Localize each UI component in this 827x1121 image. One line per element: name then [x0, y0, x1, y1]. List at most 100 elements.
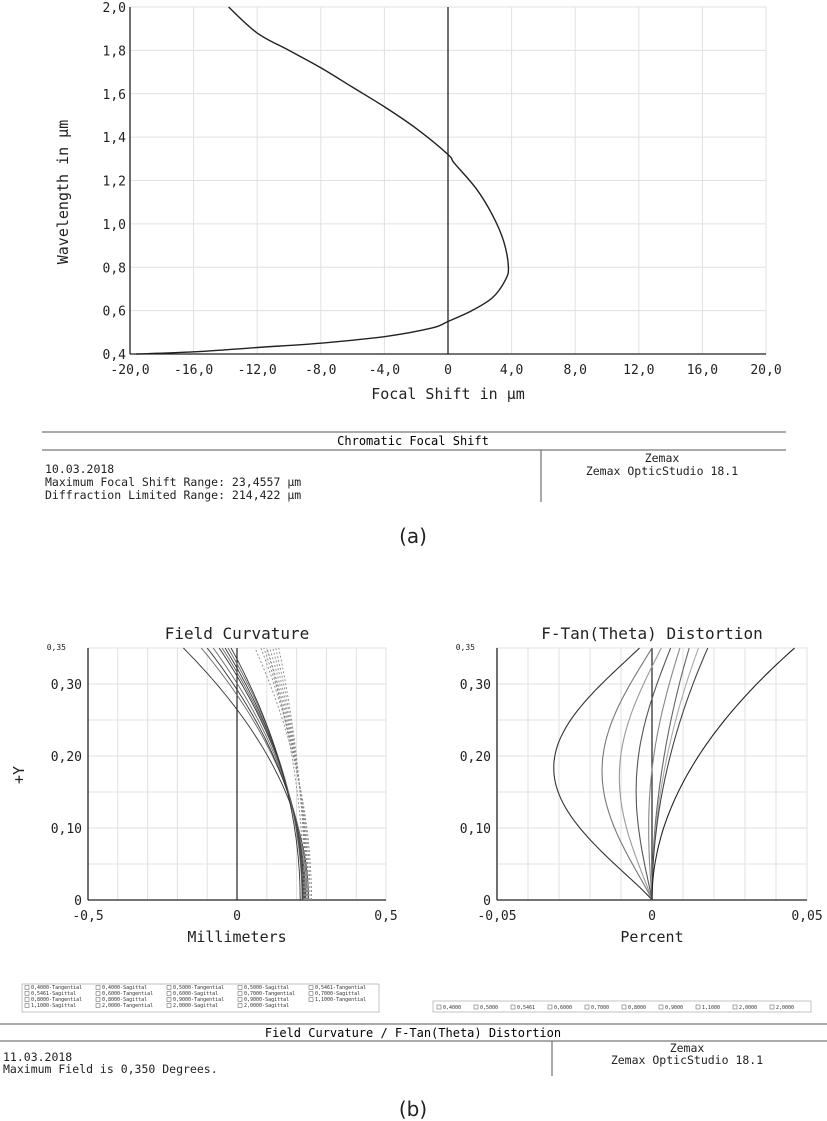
- fc-legend-swatch: [308, 991, 314, 996]
- info-b-header: Field Curvature / F-Tan(Theta) Distortio…: [265, 1026, 561, 1040]
- chart-b2-y-tick-label: 0,35: [456, 643, 475, 652]
- dist-legend-items: 0,4000 0,5000 0,5461 0,6000 0,7000 0,8000 0,90…: [436, 1004, 794, 1011]
- fc-legend-label: 2,0000-Sagittal: [244, 1003, 289, 1009]
- info-b-product: Zemax OpticStudio 18.1: [611, 1053, 763, 1067]
- dist-legend-swatch: [732, 1004, 738, 1010]
- chart-a-x-tick-label: -8,0: [305, 363, 336, 378]
- fc-legend-label: 2,0000-Tangential: [102, 1003, 153, 1009]
- chart-b2-y-tick-label: 0,10: [460, 822, 491, 837]
- chart-b2-x-tick-label: 0,05: [791, 909, 822, 924]
- dist-legend-swatch: [436, 1004, 442, 1010]
- dist-legend-swatch: [658, 1004, 664, 1010]
- dist-legend-swatch: [510, 1004, 516, 1010]
- info-a-line1: Maximum Focal Shift Range: 23,4557 µm: [45, 475, 301, 489]
- chart-b1-y-tick-label: 0: [74, 894, 82, 909]
- dist-legend-label: 0,5461: [517, 1005, 535, 1011]
- chart-a-y-tick-label: 1,6: [103, 88, 126, 103]
- fc-legend-swatch: [237, 997, 243, 1002]
- fc-legend-label: 0,6000-Sagittal: [173, 991, 218, 997]
- chart-b2-curve: [618, 647, 662, 901]
- chart-b1-x-tick-label: -0,5: [72, 909, 103, 924]
- fc-legend-label: 0,4000-Sagittal: [102, 985, 147, 991]
- chart-a-x-tick-label: -16,0: [174, 363, 213, 378]
- fc-legend-label: 0,9000-Sagittal: [244, 997, 289, 1003]
- chart-b1-y-tick-label: 0,20: [51, 750, 82, 765]
- dist-legend-label: 1,1000: [702, 1005, 720, 1011]
- chart-b2-x-tick-label: 0: [648, 909, 656, 924]
- fc-legend-swatch: [95, 997, 101, 1002]
- chart-a-series: [136, 6, 510, 355]
- chart-a-y-tick-label: 1,2: [103, 175, 126, 190]
- chart-b2-curve: [553, 647, 653, 901]
- chart-a-x-tick-label: 0: [444, 363, 452, 378]
- chart-a-y-tick-label: 1,0: [103, 218, 126, 233]
- chart-b1-curve: [260, 647, 311, 900]
- chart-b1-curve: [269, 647, 308, 900]
- chart-b2-curve: [635, 647, 672, 901]
- chart-b2-curve: [651, 647, 709, 900]
- chart-b1-y-axis-title: +Y: [10, 766, 28, 784]
- fc-legend-label: 1,1000-Tangential: [315, 997, 366, 1003]
- chart-b1-curve: [230, 647, 301, 901]
- chart-a-x-tick-label: 4,0: [500, 363, 523, 378]
- chart-b2-curve: [648, 647, 681, 901]
- chart-b1-x-axis-title: Millimeters: [187, 928, 286, 946]
- chart-a-y-tick-label: 1,4: [103, 131, 127, 146]
- chart-a-y-tick-label: 0,4: [103, 348, 127, 363]
- info-b-line1: Maximum Field is 0,350 Degrees.: [3, 1062, 218, 1076]
- dist-legend-label: 0,4000: [443, 1005, 461, 1011]
- fc-legend-swatch: [237, 985, 243, 990]
- chart-a-tick-labels: -20,0 -16,0 -12,0 -8,0 -4,0 0 4,0 8,0 12,0 16,0 20…: [103, 1, 782, 378]
- chart-b1-curve: [183, 647, 309, 901]
- info-a-company: Zemax: [645, 451, 680, 465]
- chart-b1-curve: [263, 647, 309, 900]
- fc-legend-label: 0,7000-Sagittal: [315, 991, 360, 997]
- fc-legend-label: 0,5461-Sagittal: [31, 991, 76, 997]
- chart-b2-curve: [651, 647, 690, 900]
- fc-legend-label: 0,8000-Tangential: [31, 997, 82, 1003]
- dist-legend-label: 0,7000: [591, 1005, 609, 1011]
- fc-legend-label: 0,9000-Tangential: [173, 997, 224, 1003]
- chart-a-x-tick-label: 20,0: [750, 363, 781, 378]
- chart-b2-curve: [651, 647, 795, 900]
- chart-a-focal-shift-line: [136, 6, 510, 355]
- fc-legend-swatch: [24, 991, 30, 996]
- chart-b2-y-tick-label: 0,20: [460, 750, 491, 765]
- fc-legend-items: 0,4000-Tangential 0,4000-Sagittal 0,5000-T…: [24, 985, 366, 1009]
- chart-b1-x-tick-label: 0,5: [374, 909, 397, 924]
- chart-b2-series: [553, 647, 795, 901]
- fc-legend-swatch: [308, 985, 314, 990]
- info-b-date: 11.03.2018: [3, 1050, 72, 1064]
- fc-legend-swatch: [95, 1003, 101, 1008]
- dist-legend-swatch: [584, 1004, 590, 1010]
- fc-legend-label: 2,0000-Sagittal: [173, 1003, 218, 1009]
- fc-legend-box: [21, 983, 380, 1013]
- chart-b2-x-tick-label: -0,05: [477, 909, 516, 924]
- chart-b2-x-axis-title: Percent: [620, 928, 683, 946]
- distortion-chart: F-Tan(Theta) Distortion -0,05 0 0,0500,100…: [456, 624, 823, 946]
- fc-legend-swatch: [237, 1003, 243, 1008]
- chart-b2-y-tick-label: 0,30: [460, 678, 491, 693]
- field-curvature-legend: 0,4000-Tangential 0,4000-Sagittal 0,5000-T…: [21, 983, 380, 1013]
- dist-legend-swatch: [621, 1004, 627, 1010]
- dist-legend-label: 2,0000: [739, 1005, 757, 1011]
- chart-a-x-tick-label: 16,0: [687, 363, 718, 378]
- dist-legend-label: 0,5000: [480, 1005, 498, 1011]
- fc-legend-label: 0,6000-Tangential: [102, 991, 153, 997]
- info-block-b: Field Curvature / F-Tan(Theta) Distortio…: [0, 1023, 827, 1076]
- chart-a-x-tick-label: -12,0: [238, 363, 277, 378]
- chart-b2-curve: [651, 647, 700, 900]
- fc-legend-swatch: [24, 1003, 30, 1008]
- dist-legend-swatch: [547, 1004, 553, 1010]
- chart-b1-curve: [266, 647, 305, 900]
- dist-legend-swatch: [695, 1004, 701, 1010]
- chart-a-x-tick-label: 12,0: [623, 363, 654, 378]
- fc-legend-swatch: [166, 997, 172, 1002]
- info-a-product: Zemax OpticStudio 18.1: [586, 464, 738, 478]
- chromatic-focal-shift-chart: -20,0 -16,0 -12,0 -8,0 -4,0 0 4,0 8,0 12,0 16,0 20…: [42, 1, 786, 548]
- chart-b1-y-tick-label: 0,30: [51, 678, 82, 693]
- fc-legend-label: 0,5000-Tangential: [173, 985, 224, 991]
- info-a-date: 10.03.2018: [45, 462, 114, 476]
